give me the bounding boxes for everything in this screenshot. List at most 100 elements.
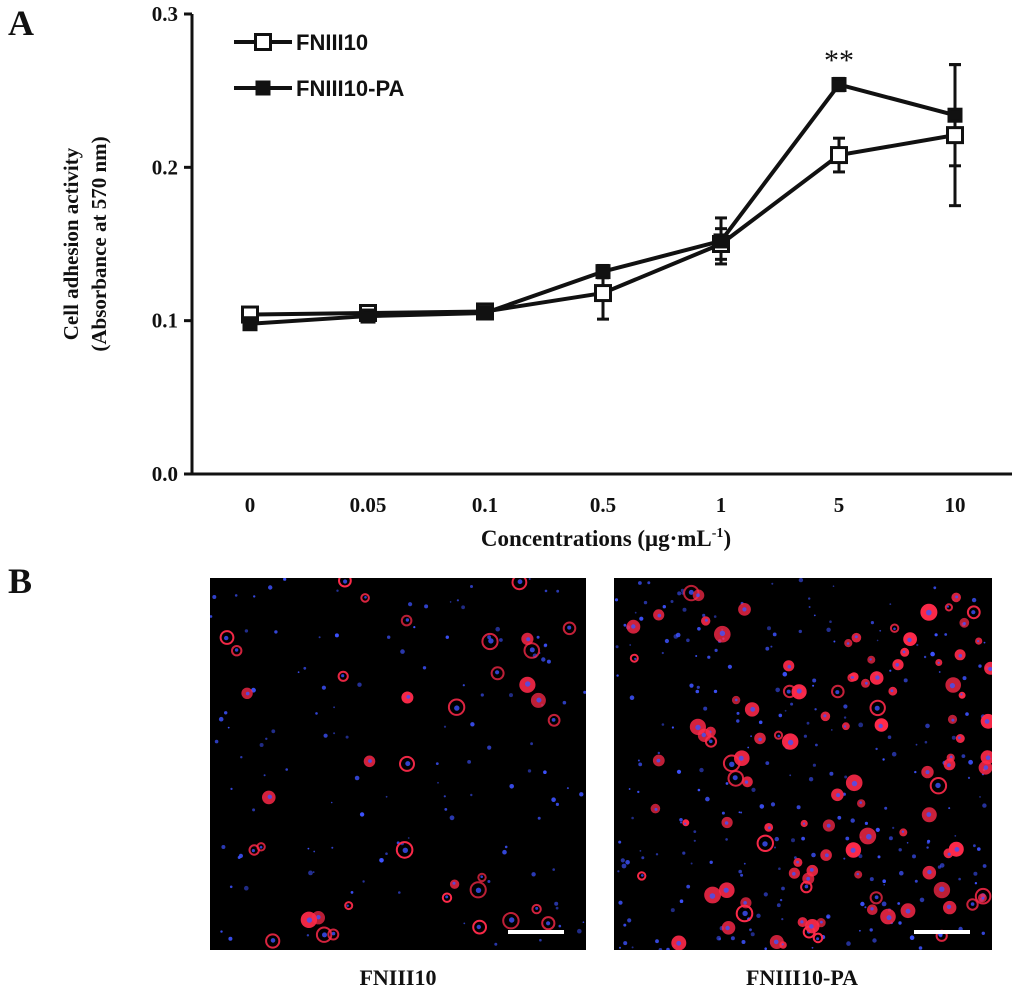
nucleus-dot (812, 684, 815, 687)
cell-nucleus (846, 642, 850, 645)
cell (231, 645, 243, 657)
nucleus-dot (307, 847, 310, 850)
nucleus-dot (877, 855, 881, 859)
nucleus-dot (544, 643, 548, 647)
nucleus-dot (914, 879, 918, 883)
nucleus-dot (228, 936, 233, 941)
cell-nucleus (971, 610, 976, 615)
cell-nucleus (925, 770, 930, 775)
nucleus-dot (350, 891, 354, 894)
cell-nucleus (316, 915, 321, 920)
nucleus-dot (527, 769, 532, 773)
cell-nucleus (709, 893, 716, 899)
cell-nucleus (452, 881, 456, 885)
legend-marker (254, 33, 272, 51)
nucleus-dot (725, 838, 728, 841)
scale-bar (508, 930, 564, 934)
nucleus-dot (829, 771, 834, 776)
cell-nucleus (947, 852, 951, 856)
nucleus-dot (487, 745, 492, 750)
y-tick-label: 0.2 (152, 155, 178, 179)
cell-nucleus (946, 605, 949, 608)
cell-nucleus (676, 940, 682, 946)
cell-nucleus (907, 637, 912, 643)
nucleus-dot (638, 581, 642, 585)
cell (531, 903, 542, 915)
cell-nucleus (743, 901, 747, 905)
cell-nucleus (234, 648, 239, 652)
data-point-fniii10-pa (831, 77, 847, 93)
cell-nucleus (526, 637, 531, 642)
nucleus-dot (689, 683, 694, 688)
nucleus-dot (693, 839, 696, 842)
cell-nucleus (947, 763, 951, 768)
nucleus-dot (756, 913, 761, 918)
nucleus-dot (274, 630, 278, 634)
cell (847, 673, 856, 682)
cell (338, 578, 352, 588)
cell-nucleus (546, 921, 551, 926)
cell-nucleus (744, 780, 749, 784)
nucleus-dot (470, 585, 473, 588)
nucleus-dot (321, 685, 326, 690)
cell-nucleus (517, 579, 523, 585)
nucleus-dot (616, 674, 619, 677)
nucleus-dot (354, 775, 360, 781)
nucleus-dot (740, 811, 743, 814)
nucleus-dot (831, 729, 833, 731)
cell-nucleus (688, 589, 694, 595)
nucleus-dot (925, 723, 930, 729)
nucleus-dot (843, 857, 846, 860)
cell-nucleus (938, 933, 943, 938)
nucleus-dot (702, 613, 706, 617)
nucleus-dot (926, 846, 929, 849)
cell-nucleus (322, 932, 327, 938)
nucleus-dot (551, 797, 556, 802)
data-point-fniii10-pa (713, 233, 729, 249)
cell-nucleus (800, 920, 804, 924)
nucleus-dot (237, 856, 241, 859)
cell-nucleus (476, 924, 481, 930)
cell (511, 578, 528, 591)
cell (327, 928, 340, 941)
cell-nucleus (656, 758, 661, 763)
nucleus-dot (891, 751, 897, 757)
nucleus-dot (789, 774, 792, 777)
cell (344, 901, 354, 911)
cell-nucleus (735, 698, 738, 702)
cell-nucleus (729, 761, 735, 767)
cell-nucleus (962, 622, 966, 625)
nucleus-dot (974, 882, 978, 885)
nucleus-dot (615, 645, 619, 649)
cell-nucleus (732, 775, 738, 781)
nucleus-dot (750, 735, 752, 738)
cell-nucleus (825, 853, 829, 858)
nucleus-dot (846, 941, 851, 946)
nucleus-dot (670, 600, 674, 603)
nucleus-dot (461, 605, 465, 610)
nucleus-dot (502, 849, 507, 855)
cell (929, 777, 948, 795)
cell-nucleus (267, 794, 272, 799)
x-tick-label: 0.05 (350, 493, 387, 517)
nucleus-dot (881, 901, 887, 907)
nucleus-dot (437, 781, 439, 784)
cell (441, 892, 453, 903)
nucleus-dot (677, 591, 682, 596)
nucleus-dot (333, 706, 335, 709)
nucleus-dot (306, 934, 310, 937)
data-point-fniii10 (946, 126, 964, 145)
cell-nucleus (851, 780, 858, 787)
nucleus-dot (662, 605, 666, 609)
nucleus-dot (435, 762, 439, 765)
nucleus-dot (625, 860, 630, 865)
nucleus-dot (686, 884, 691, 889)
cell-nucleus (843, 725, 847, 728)
cell-nucleus (738, 755, 744, 761)
nucleus-dot (765, 646, 770, 651)
nucleus-dot (705, 796, 710, 802)
nucleus-dot (837, 815, 842, 820)
nucleus-dot (826, 916, 830, 919)
cell-nucleus (787, 664, 792, 669)
nucleus-dot (779, 898, 783, 902)
